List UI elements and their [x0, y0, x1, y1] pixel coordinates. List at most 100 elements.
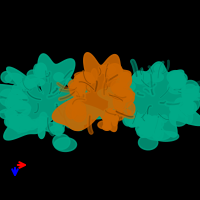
Polygon shape — [106, 110, 120, 117]
Polygon shape — [182, 80, 199, 98]
Polygon shape — [0, 89, 16, 106]
Polygon shape — [42, 122, 59, 131]
Polygon shape — [57, 119, 65, 131]
Polygon shape — [123, 82, 135, 91]
Polygon shape — [119, 72, 127, 80]
Polygon shape — [111, 80, 122, 93]
Polygon shape — [139, 126, 146, 137]
Polygon shape — [145, 130, 171, 140]
Polygon shape — [168, 81, 185, 94]
Polygon shape — [25, 75, 39, 85]
Polygon shape — [98, 121, 110, 129]
Polygon shape — [112, 110, 118, 126]
Polygon shape — [149, 73, 163, 82]
Polygon shape — [9, 116, 21, 128]
Polygon shape — [28, 79, 44, 86]
Polygon shape — [103, 124, 111, 130]
Polygon shape — [75, 115, 89, 125]
Polygon shape — [112, 84, 123, 93]
Polygon shape — [10, 89, 21, 100]
Polygon shape — [35, 63, 47, 78]
Polygon shape — [55, 117, 68, 124]
Polygon shape — [133, 72, 150, 84]
Polygon shape — [175, 75, 185, 86]
Polygon shape — [169, 73, 185, 88]
Polygon shape — [186, 110, 193, 124]
Polygon shape — [125, 112, 142, 127]
Polygon shape — [170, 111, 187, 126]
Polygon shape — [9, 94, 18, 106]
Polygon shape — [108, 97, 117, 113]
Polygon shape — [53, 134, 70, 149]
Polygon shape — [1, 72, 12, 83]
Polygon shape — [183, 101, 197, 114]
Polygon shape — [0, 109, 15, 119]
Polygon shape — [55, 126, 62, 136]
Polygon shape — [170, 103, 182, 113]
Polygon shape — [107, 109, 113, 120]
Polygon shape — [68, 79, 84, 91]
Polygon shape — [104, 114, 110, 129]
Polygon shape — [122, 87, 132, 99]
Polygon shape — [179, 78, 186, 86]
Polygon shape — [139, 135, 158, 150]
Polygon shape — [0, 54, 106, 140]
Polygon shape — [6, 109, 16, 120]
Polygon shape — [180, 99, 194, 113]
Polygon shape — [145, 118, 164, 130]
Polygon shape — [155, 126, 163, 140]
Polygon shape — [70, 81, 85, 97]
Polygon shape — [8, 90, 25, 105]
Polygon shape — [98, 62, 200, 137]
Polygon shape — [5, 116, 15, 127]
Polygon shape — [120, 72, 131, 88]
Polygon shape — [54, 73, 64, 81]
Polygon shape — [153, 126, 161, 136]
Polygon shape — [167, 71, 183, 84]
Polygon shape — [161, 115, 167, 122]
Polygon shape — [136, 117, 152, 127]
Polygon shape — [39, 112, 48, 126]
Polygon shape — [36, 117, 48, 126]
Polygon shape — [108, 106, 119, 122]
Polygon shape — [154, 64, 163, 73]
Polygon shape — [52, 53, 134, 131]
Polygon shape — [70, 103, 80, 109]
Polygon shape — [182, 84, 198, 100]
Polygon shape — [77, 72, 91, 88]
Polygon shape — [73, 87, 85, 102]
Polygon shape — [54, 138, 77, 151]
Polygon shape — [182, 89, 197, 101]
Polygon shape — [136, 123, 150, 134]
Polygon shape — [15, 103, 31, 112]
Polygon shape — [10, 96, 23, 109]
Polygon shape — [72, 106, 86, 122]
Polygon shape — [149, 116, 161, 129]
Polygon shape — [81, 74, 89, 84]
Polygon shape — [153, 131, 179, 141]
Polygon shape — [118, 73, 127, 88]
Polygon shape — [113, 94, 125, 109]
Polygon shape — [75, 102, 86, 115]
Polygon shape — [12, 116, 32, 132]
Polygon shape — [21, 81, 35, 88]
Polygon shape — [38, 124, 45, 138]
Polygon shape — [105, 111, 120, 118]
Polygon shape — [144, 120, 159, 131]
Polygon shape — [107, 64, 122, 79]
Polygon shape — [75, 87, 83, 100]
Polygon shape — [29, 119, 44, 127]
Polygon shape — [91, 69, 97, 83]
Polygon shape — [175, 98, 187, 109]
Polygon shape — [85, 76, 94, 84]
Polygon shape — [184, 96, 200, 111]
Polygon shape — [143, 126, 153, 135]
Polygon shape — [117, 90, 132, 102]
Polygon shape — [5, 110, 17, 117]
Polygon shape — [116, 110, 124, 120]
Polygon shape — [66, 103, 77, 119]
Polygon shape — [74, 74, 92, 84]
Polygon shape — [171, 76, 183, 89]
Polygon shape — [63, 106, 74, 121]
Polygon shape — [8, 100, 15, 108]
